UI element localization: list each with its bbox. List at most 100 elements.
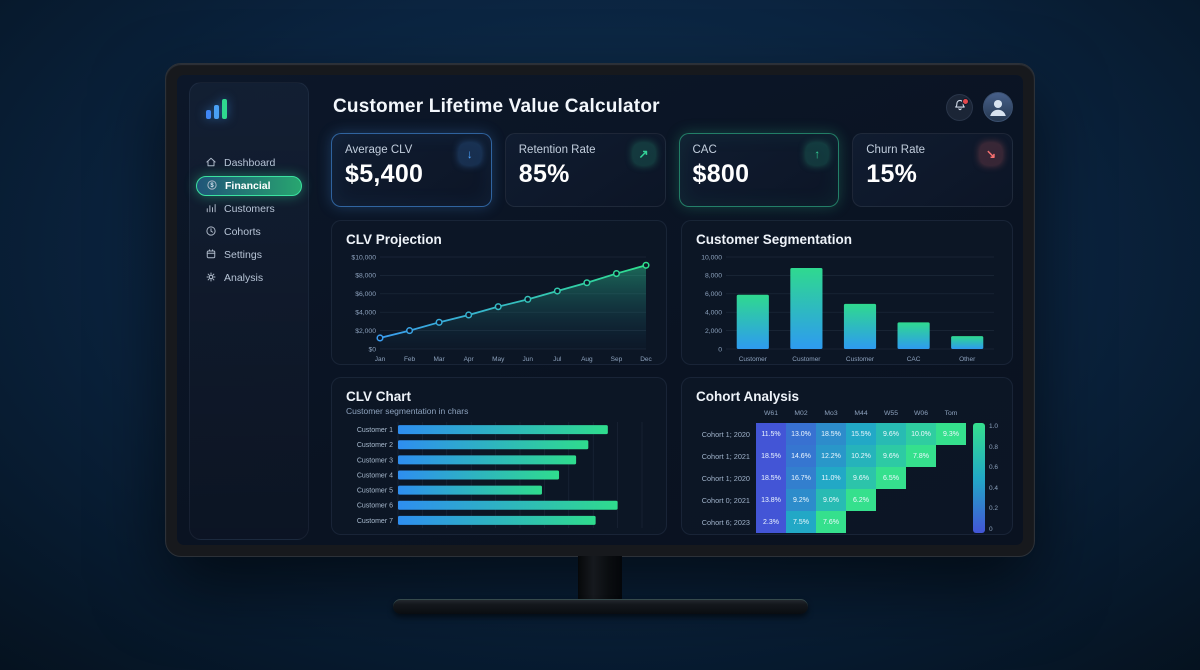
sidebar-item-analysis[interactable]: Analysis — [196, 268, 302, 288]
sidebar-item-customers[interactable]: Customers — [196, 199, 302, 219]
bar — [897, 322, 930, 349]
arrow-up-icon: ↑ — [806, 143, 829, 165]
notifications-button[interactable] — [946, 93, 973, 121]
heatmap-row: Cohort 6; 2023 2.3% 7.5% 7.6% — [696, 511, 966, 533]
heatmap-column-label: W06 — [914, 410, 928, 417]
svg-text:Aug: Aug — [581, 356, 593, 363]
bar — [398, 455, 577, 465]
heatmap-cell: 7.8% — [906, 445, 936, 467]
bar — [398, 440, 589, 450]
svg-text:Customer: Customer — [792, 356, 821, 363]
monitor-stand-neck — [578, 556, 622, 606]
svg-text:Customer 6: Customer 6 — [357, 503, 393, 510]
kpi-value: 85% — [518, 160, 570, 188]
heatmap-column-label: Mo3 — [824, 410, 838, 417]
user-avatar[interactable] — [983, 92, 1013, 122]
svg-text:Customer 7: Customer 7 — [357, 518, 393, 525]
topbar-actions — [946, 92, 1013, 122]
calendar-icon — [205, 248, 217, 263]
cohort-heatmap: W61 M02 Mo3 M44 W55 W06 Tom Cohort 1; 2020 11.5%… — [696, 410, 998, 533]
heatmap-row-label: Cohort 1; 2020 — [701, 429, 750, 439]
bar — [790, 268, 823, 349]
data-point — [376, 334, 384, 342]
bar — [398, 485, 542, 495]
data-point — [553, 287, 561, 295]
svg-text:Dec: Dec — [640, 356, 652, 363]
bar — [398, 425, 608, 435]
heatmap-row: Cohort 0; 2021 13.8% 9.2% 9.0% 6.2% — [696, 489, 966, 511]
sidebar-item-label: Financial — [225, 180, 271, 192]
svg-text:Customer 5: Customer 5 — [357, 488, 393, 495]
svg-text:$: $ — [210, 183, 214, 189]
heatmap-row-label: Cohort 0; 2021 — [701, 495, 750, 505]
heatmap-cell: 18.5% — [816, 423, 846, 445]
heatmap-cell: 11.0% — [816, 467, 846, 489]
svg-text:$4,000: $4,000 — [355, 310, 376, 317]
data-point — [524, 295, 532, 303]
colorbar-gradient — [973, 423, 985, 533]
customer-segmentation-chart: 10,000 8,000 6,000 4,000 2,000 0 Customer Custo… — [701, 254, 994, 363]
svg-text:Mar: Mar — [434, 356, 446, 363]
heatmap-cell: 18.5% — [756, 445, 786, 467]
heatmap-cell: 10.0% — [906, 423, 936, 445]
heatmap-cell: 9.2% — [786, 489, 816, 511]
heatmap-corner — [696, 410, 756, 423]
notification-badge — [962, 97, 969, 105]
heatmap-column-label: M44 — [854, 410, 868, 417]
sidebar-item-label: Settings — [224, 249, 262, 261]
kpi-label: Retention Rate — [518, 144, 596, 156]
data-point — [494, 303, 502, 311]
svg-text:Apr: Apr — [464, 356, 475, 363]
heatmap-cell: 11.5% — [756, 423, 786, 445]
heatmap-header-row: W61 M02 Mo3 M44 W55 W06 Tom — [696, 410, 966, 423]
kpi-card-churn-rate: Churn Rate 15% ↘ — [852, 133, 1013, 207]
heatmap-column-label: W55 — [884, 410, 898, 417]
heatmap-row-label: Cohort 1; 2020 — [701, 473, 750, 483]
kpi-row: Average CLV $5,400 ↓ Retention Rate 85% ↗ CAC $… — [331, 133, 1013, 207]
app-logo-icon — [206, 97, 302, 119]
heatmap-cell: 2.3% — [756, 511, 786, 533]
sidebar-item-dashboard[interactable]: Dashboard — [196, 153, 302, 173]
svg-text:$0: $0 — [368, 346, 376, 353]
heatmap-cell: 12.2% — [816, 445, 846, 467]
heatmap-cell: 9.6% — [876, 423, 906, 445]
heatmap-cell: 15.5% — [846, 423, 876, 445]
cohort-analysis-card: Cohort Analysis W61 M02 Mo3 M44 W55 W06 Tom Coh… — [681, 377, 1013, 535]
colorbar-tick: 0.4 — [989, 484, 999, 492]
bar — [398, 515, 596, 525]
sidebar-item-label: Analysis — [224, 272, 264, 284]
kpi-label: Churn Rate — [866, 144, 926, 156]
sidebar-item-settings[interactable]: Settings — [196, 245, 302, 265]
heatmap-cell: 7.5% — [786, 511, 816, 533]
svg-text:Other: Other — [959, 356, 976, 363]
charts-grid: CLV Projection $10,000 $8,000 $6,000 $4,000… — [331, 220, 1013, 535]
sidebar-nav: Dashboard $ Financial Customers Cohorts Setti… — [196, 153, 302, 288]
bar-chart-icon — [205, 202, 217, 217]
sidebar-item-label: Customers — [224, 203, 275, 215]
monitor-frame: Dashboard $ Financial Customers Cohorts Setti… — [165, 63, 1035, 557]
svg-text:4,000: 4,000 — [705, 310, 722, 317]
kpi-value: $800 — [692, 160, 750, 188]
kpi-card-cac: CAC $800 ↑ — [678, 133, 840, 207]
kpi-value: 15% — [866, 160, 918, 188]
main-content: Customer Lifetime Value Calculator Avera… — [331, 75, 1013, 545]
heatmap-row-label: Cohort 1; 2021 — [701, 451, 750, 461]
chart-title: Customer Segmentation — [696, 232, 853, 247]
bar — [398, 470, 560, 480]
clv-chart-card: CLV Chart Customer segmentation in chars… — [331, 377, 667, 535]
bar — [843, 303, 877, 349]
colorbar-tick: 0.8 — [989, 443, 999, 451]
sidebar-item-financial[interactable]: $ Financial — [196, 176, 302, 196]
clv-horizontal-bar-chart: 0 500 1000 1500 2000 2500 3000 3500 4000 4500 5000… — [357, 422, 643, 535]
arrow-up-right-icon: ↗ — [632, 143, 655, 165]
bar — [398, 500, 618, 510]
heatmap-row: Cohort 1; 2020 18.5% 16.7% 11.0% 9.6% 6.5% — [696, 467, 966, 489]
kpi-label: Average CLV — [345, 144, 413, 156]
svg-text:500: 500 — [417, 534, 428, 535]
heatmap-column-label: Tom — [944, 410, 958, 417]
svg-text:0: 0 — [718, 346, 722, 353]
svg-text:0: 0 — [396, 534, 400, 535]
sidebar-item-cohorts[interactable]: Cohorts — [196, 222, 302, 242]
clock-icon — [205, 225, 217, 240]
kpi-value: $5,400 — [345, 160, 424, 188]
